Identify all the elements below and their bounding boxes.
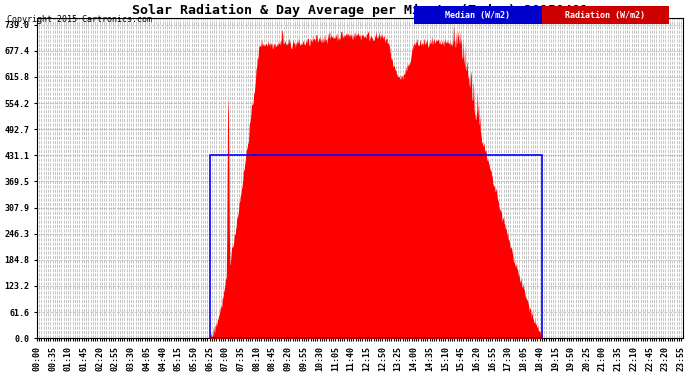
Title: Solar Radiation & Day Average per Minute (Today) 20150401: Solar Radiation & Day Average per Minute… [132,4,588,17]
Bar [210,155,542,338]
Text: Copyright 2015 Cartronics.com: Copyright 2015 Cartronics.com [7,15,152,24]
Text: Median (W/m2): Median (W/m2) [445,11,511,20]
Text: Radiation (W/m2): Radiation (W/m2) [566,11,645,20]
